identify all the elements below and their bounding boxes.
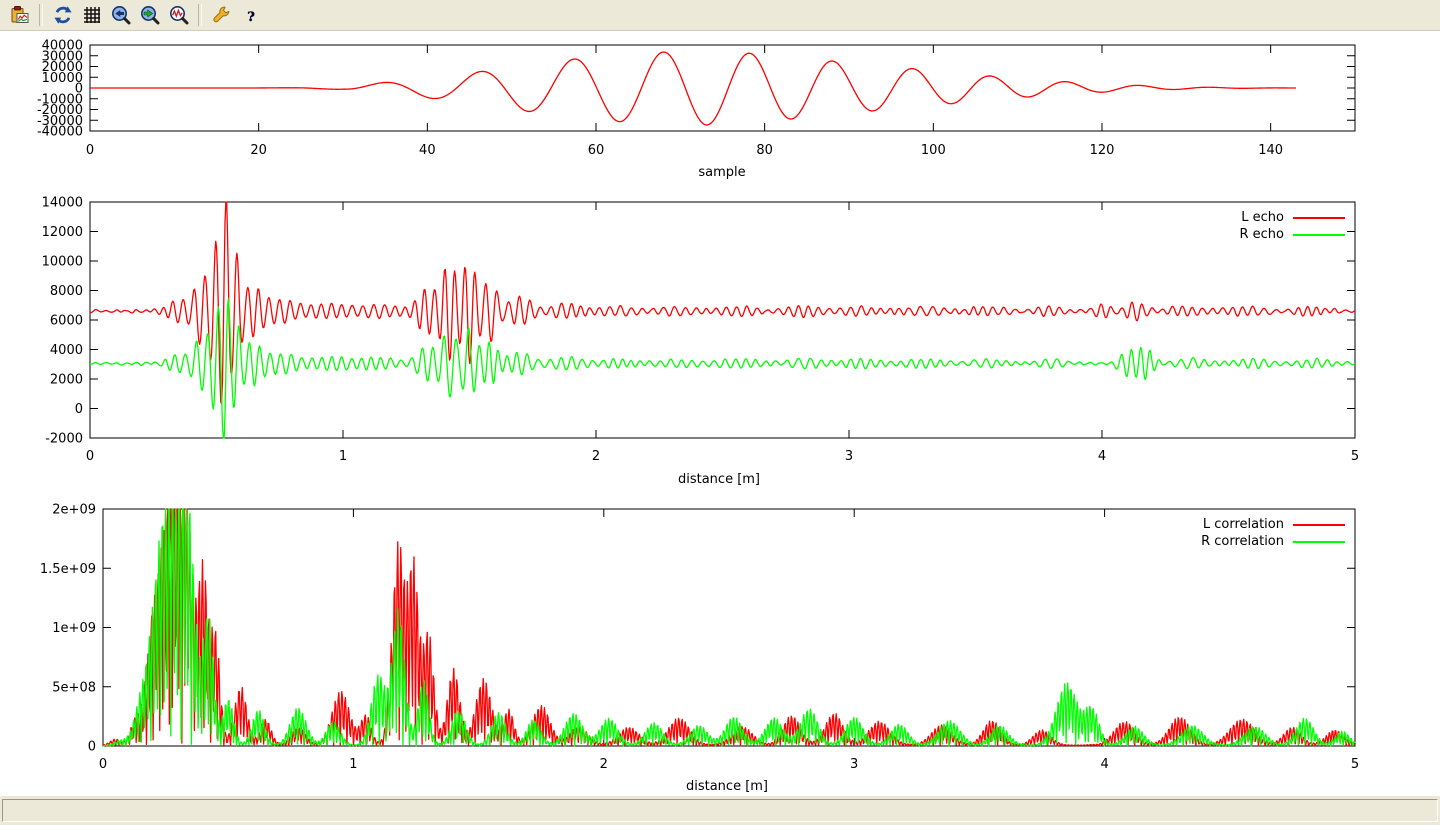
zoom-fit-icon [169, 6, 188, 25]
legend-entry-l-echo: L echo [1241, 210, 1345, 225]
autoscale-button[interactable] [165, 2, 192, 28]
y-tick-label: 1e+09 [52, 621, 96, 636]
x-tick-label: 5 [1351, 449, 1359, 464]
y-tick-label: 2000 [50, 373, 83, 388]
question-mark-icon: ? [246, 10, 255, 25]
chart-2: 0 1 2 3 4 5-200002000400060008000100001200014… [42, 196, 1360, 465]
x-tick-label: 0 [99, 757, 107, 772]
y-tick-label: 0 [75, 402, 83, 417]
series-pulse [90, 51, 1296, 126]
configure-button[interactable] [208, 2, 235, 28]
x-tick-label: 1 [339, 449, 347, 464]
legend-line-sample [1293, 233, 1345, 236]
y-tick-label: 2e+09 [52, 503, 96, 518]
zoom-next-button[interactable] [136, 2, 163, 28]
legend-line-sample [1293, 216, 1345, 219]
y-tick-label: 4000 [50, 343, 83, 358]
x-tick-label: 40 [419, 143, 436, 158]
series-l-echo [89, 201, 1356, 405]
y-tick-label: 30000 [42, 49, 83, 64]
x-tick-label: 0 [86, 143, 94, 158]
x-tick-label: 0 [86, 449, 94, 464]
y-tick-label: 6000 [50, 314, 83, 329]
y-tick-label: 10000 [42, 255, 83, 270]
toolbar-separator [198, 4, 202, 26]
y-tick-label: 0 [75, 82, 83, 97]
refresh-icon [53, 6, 72, 24]
legend-label: R correlation [1201, 534, 1284, 549]
y-tick-label: 0 [88, 740, 96, 755]
y-tick-label: -20000 [37, 103, 83, 118]
y-tick-label: -2000 [45, 432, 83, 447]
legend-entry-l-correlation: L correlation [1203, 517, 1345, 532]
zoom-previous-icon [111, 6, 130, 25]
legend-label: L correlation [1202, 517, 1284, 532]
x-tick-label: 2 [592, 449, 600, 464]
series-l-correlation [102, 508, 1356, 747]
series-r-echo [89, 298, 1356, 439]
legend-entry-r-echo: R echo [1239, 227, 1345, 242]
plot2-xlabel: distance [m] [677, 472, 761, 487]
x-tick-label: 2 [600, 757, 608, 772]
plot-frame[interactable] [102, 508, 1356, 747]
y-tick-label: -10000 [37, 92, 83, 107]
x-tick-label: 4 [1100, 757, 1108, 772]
legend-label: R echo [1239, 227, 1284, 242]
zoom-previous-button[interactable] [107, 2, 134, 28]
x-tick-label: 140 [1258, 143, 1283, 158]
x-tick-label: 80 [756, 143, 773, 158]
x-tick-label: 120 [1090, 143, 1115, 158]
chart-3: 0 1 2 3 4 5 0 5e+08 1e+09 1.5e+09 2e+09 [40, 503, 1359, 773]
y-tick-label: 40000 [42, 39, 83, 54]
y-tick-label: 1.5e+09 [40, 562, 96, 577]
svg-text:?: ? [247, 10, 255, 25]
copy-to-clipboard-button[interactable] [6, 2, 33, 28]
y-tick-label: -30000 [37, 114, 83, 129]
plot-canvas[interactable]: 0 20 40 60 80 100 120 140-40000-30000-20000-100… [0, 32, 1440, 796]
y-tick-label: 10000 [42, 71, 83, 86]
help-button[interactable]: ? [237, 2, 264, 28]
legend-line-sample [1293, 540, 1345, 543]
grid-icon [83, 7, 100, 23]
x-tick-label: 3 [850, 757, 858, 772]
y-tick-label: 14000 [42, 196, 83, 211]
wrench-icon [212, 6, 229, 23]
toolbar-separator [39, 4, 43, 26]
legend-entry-r-correlation: R correlation [1201, 534, 1345, 549]
x-tick-label: 4 [1098, 449, 1106, 464]
clipboard-chart-icon [11, 6, 28, 23]
status-bar-text [2, 799, 1438, 822]
replot-button[interactable] [49, 2, 76, 28]
y-tick-label: 12000 [42, 225, 83, 240]
plot1-xlabel: sample [698, 165, 746, 180]
y-tick-label: 8000 [50, 284, 83, 299]
toolbar: ? [0, 0, 1440, 31]
y-tick-label: 20000 [42, 60, 83, 75]
y-tick-label: 5e+08 [52, 680, 96, 695]
plot3-xlabel: distance [m] [685, 779, 769, 794]
x-tick-label: 100 [921, 143, 946, 158]
legend-line-sample [1293, 523, 1345, 526]
plot-frame[interactable] [89, 201, 1356, 439]
x-tick-label: 5 [1351, 757, 1359, 772]
legend-label: L echo [1241, 210, 1284, 225]
zoom-next-icon [140, 6, 159, 25]
series-r-correlation [102, 508, 1356, 747]
x-tick-label: 1 [349, 757, 357, 772]
y-tick-label: -40000 [37, 125, 83, 140]
toggle-grid-button[interactable] [78, 2, 105, 28]
chart-1: 0 20 40 60 80 100 120 140 -40000-30000-20000-100… [37, 39, 1356, 158]
x-tick-label: 3 [845, 449, 853, 464]
status-bar [0, 796, 1440, 825]
x-tick-label: 20 [250, 143, 267, 158]
x-tick-label: 60 [588, 143, 605, 158]
